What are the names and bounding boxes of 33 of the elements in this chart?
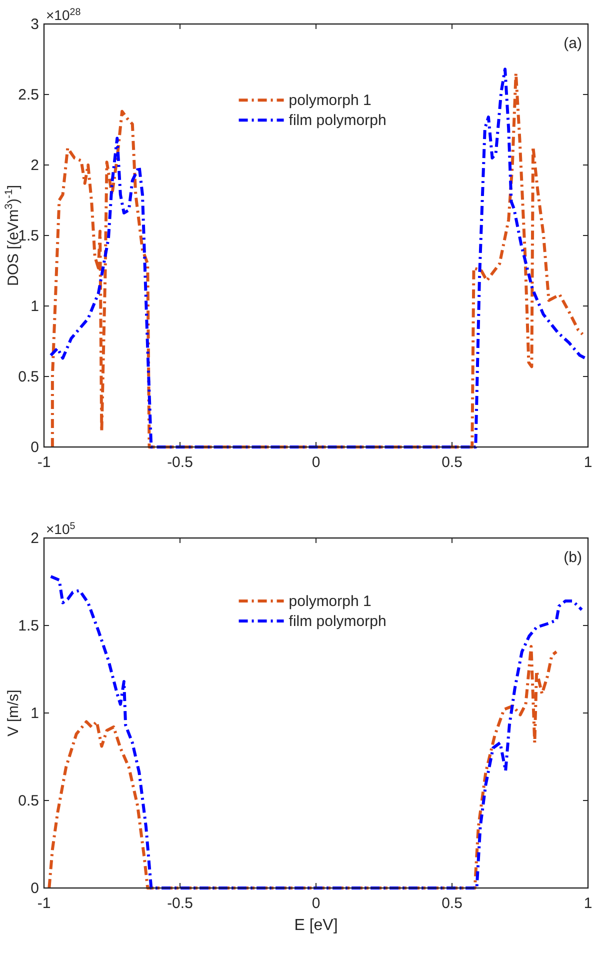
y-tick-label: 1.5 bbox=[18, 618, 39, 634]
x-tick-label: 0 bbox=[312, 454, 320, 471]
y-tick-label: 3 bbox=[30, 16, 39, 33]
x-tick-label: 0.5 bbox=[442, 895, 462, 912]
y-axis-title: V [m/s] bbox=[5, 690, 22, 736]
x-axis-title: E [eV] bbox=[294, 917, 338, 934]
y-tick-label: 2 bbox=[30, 157, 39, 174]
line-series bbox=[48, 645, 558, 890]
text: ×10$^{5}$ bbox=[46, 520, 76, 537]
y-tick-label: 0.5 bbox=[18, 368, 39, 386]
legend-label: polymorph 1 bbox=[288, 92, 372, 110]
annotation: (b) bbox=[564, 549, 582, 566]
y-tick-label: 0.5 bbox=[18, 792, 39, 810]
y-tick-label: 1 bbox=[30, 298, 39, 315]
legend-label: polymorph 1 bbox=[288, 593, 372, 610]
x-tick-label: 1 bbox=[584, 895, 592, 912]
x-tick-label: -0.5 bbox=[167, 895, 193, 912]
x-tick-label: 0 bbox=[312, 895, 320, 912]
x-tick-label: -1 bbox=[37, 895, 51, 912]
x-tick-label: -0.5 bbox=[167, 454, 193, 471]
y-tick-label: 1 bbox=[30, 705, 39, 722]
annotation: (a) bbox=[564, 35, 582, 52]
y-tick-label: 2 bbox=[30, 530, 39, 547]
line-series bbox=[49, 575, 584, 890]
legend-label: film polymorph bbox=[288, 112, 386, 130]
y-tick-label: 0 bbox=[30, 439, 39, 456]
x-tick-label: 0.5 bbox=[442, 454, 462, 471]
legend-label: film polymorph bbox=[288, 613, 386, 630]
x-tick-label: 1 bbox=[584, 454, 592, 471]
x-tick-label: -1 bbox=[37, 454, 51, 471]
y-tick-label: 2.5 bbox=[18, 86, 39, 104]
text: ×10$^{28}$ bbox=[46, 6, 82, 23]
y-tick-label: 0 bbox=[30, 880, 39, 897]
